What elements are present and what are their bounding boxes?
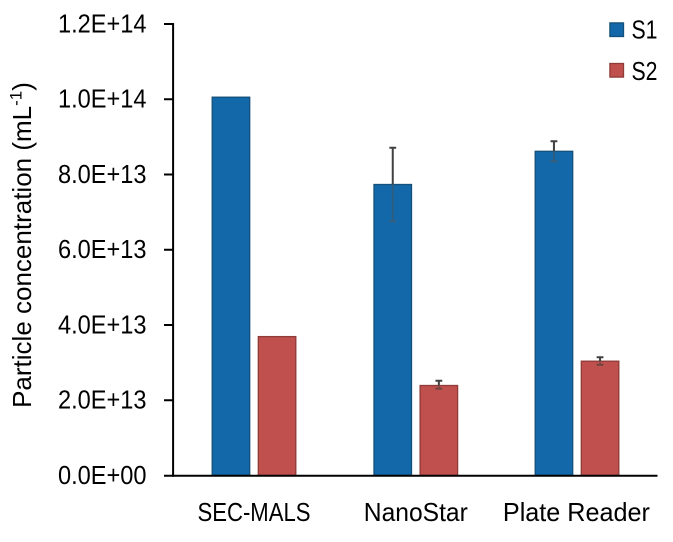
svg-text:S1: S1 — [632, 15, 658, 45]
svg-text:SEC-MALS: SEC-MALS — [198, 497, 311, 527]
svg-text:8.0E+13: 8.0E+13 — [58, 159, 147, 189]
svg-text:S2: S2 — [632, 56, 658, 86]
svg-text:NanoStar: NanoStar — [364, 497, 468, 527]
svg-text:Particle concentration (mL-1): Particle concentration (mL-1) — [7, 82, 38, 408]
svg-text:6.0E+13: 6.0E+13 — [58, 234, 147, 264]
svg-text:4.0E+13: 4.0E+13 — [58, 309, 147, 339]
svg-text:0.0E+00: 0.0E+00 — [58, 460, 147, 490]
svg-text:2.0E+13: 2.0E+13 — [58, 385, 147, 415]
svg-text:1.2E+14: 1.2E+14 — [58, 8, 147, 38]
svg-text:1.0E+14: 1.0E+14 — [58, 84, 147, 114]
svg-text:Plate Reader: Plate Reader — [503, 497, 650, 527]
